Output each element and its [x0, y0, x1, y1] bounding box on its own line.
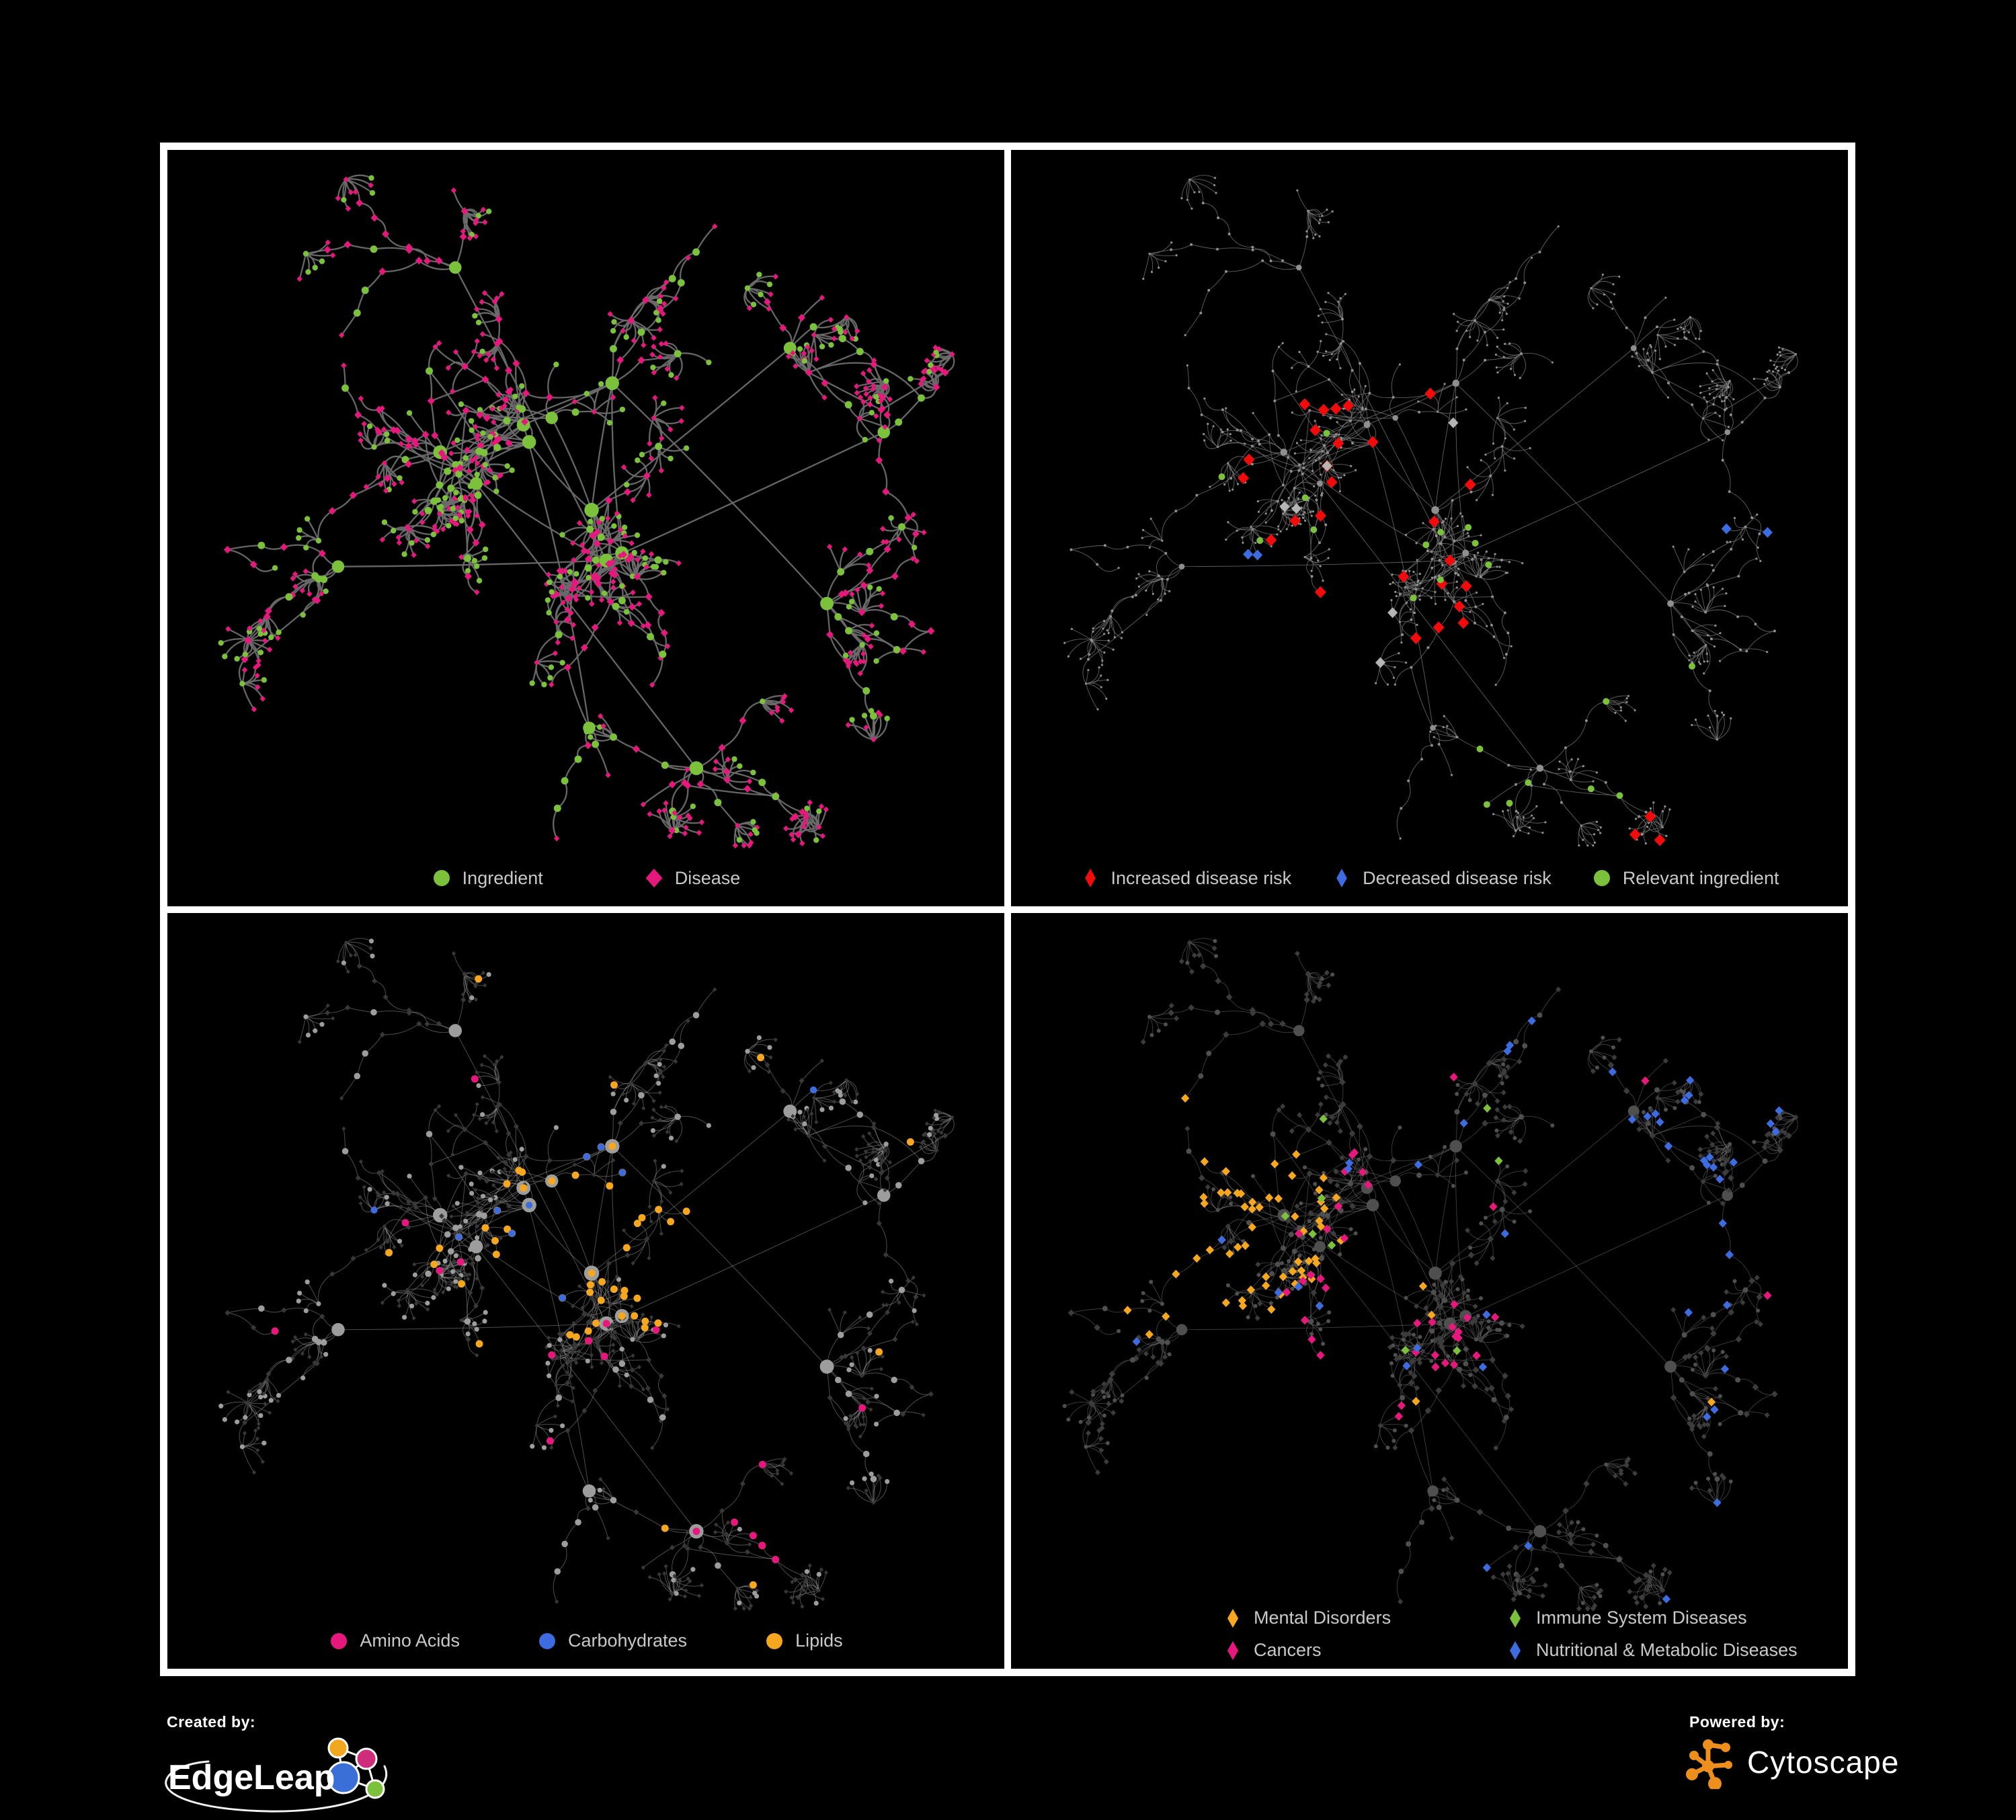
panel-disease-risk: Increased disease risk Decreased disease …: [1011, 150, 1848, 906]
legend-item-nutritional-metabolic-diseases: Nutritional & Metabolic Diseases: [1505, 1640, 1798, 1661]
panel-disease-classes: Mental Disorders Immune System Diseases Ca…: [1011, 912, 1848, 1669]
nutrient-class-network-graph: [218, 937, 955, 1611]
legend-nutrient-classes: Amino Acids Carbohydrates Lipids: [167, 1630, 1004, 1651]
legend-label: Decreased disease risk: [1363, 867, 1551, 888]
circle-marker-icon: [1593, 870, 1610, 886]
legend-label: Lipids: [795, 1630, 843, 1651]
circle-marker-icon: [331, 1632, 348, 1649]
legend-label: Increased disease risk: [1111, 867, 1292, 888]
edgeleap-node-green: [365, 1779, 385, 1799]
legend-item-mental-disorders: Mental Disorders: [1223, 1608, 1505, 1628]
disease-risk-network-graph: [1063, 175, 1798, 847]
cytoscape-wordmark: Cytoscape: [1747, 1745, 1900, 1780]
figure-grid: Ingredient Disease Increased disease risk…: [160, 143, 1855, 1676]
diamond-marker-icon: [1227, 1640, 1239, 1660]
legend-label: Relevant ingredient: [1622, 867, 1779, 888]
created-by-label: Created by:: [167, 1713, 256, 1731]
edgeleap-logo: EdgeLeap: [165, 1737, 387, 1813]
circle-marker-icon: [433, 870, 450, 886]
disease-class-network-graph: [1062, 937, 1799, 1612]
legend-item-immune-system-diseases: Immune System Diseases: [1505, 1608, 1798, 1628]
panel-ingredient-disease: Ingredient Disease: [167, 150, 1004, 906]
ingredient-disease-network-graph: [218, 174, 955, 848]
legend-disease-risk: Increased disease risk Decreased disease …: [1011, 868, 1848, 889]
powered-by-block: Powered by: Cytoscape: [1684, 1713, 1899, 1789]
cytoscape-logo: [1686, 1739, 1732, 1789]
legend-label: Ingredient: [462, 867, 543, 888]
legend-item-cancers: Cancers: [1223, 1640, 1505, 1661]
legend-item-decreased-disease-risk: Decreased disease risk: [1332, 868, 1551, 889]
legend-item-disease: Disease: [644, 867, 741, 889]
edgeleap-node-magenta: [355, 1747, 378, 1770]
edgeleap-node-orange: [327, 1737, 349, 1759]
legend-label: Carbohydrates: [567, 1630, 688, 1651]
panel-nutrient-classes: Amino Acids Carbohydrates Lipids: [167, 912, 1004, 1669]
circle-marker-icon: [538, 1632, 555, 1649]
circle-marker-icon: [766, 1632, 783, 1649]
diamond-marker-icon: [1509, 1608, 1521, 1628]
legend-disease-classes: Mental Disorders Immune System Diseases Ca…: [1223, 1608, 1798, 1661]
powered-by-label: Powered by:: [1689, 1713, 1785, 1731]
edgeleap-swoosh: [165, 1760, 387, 1813]
legend-label: Amino Acids: [360, 1630, 460, 1651]
legend-ingredient-disease: Ingredient Disease: [167, 868, 1004, 889]
legend-label: Nutritional & Metabolic Diseases: [1536, 1640, 1798, 1660]
legend-item-amino-acids: Amino Acids: [329, 1630, 460, 1651]
created-by-block: Created by: EdgeLeap: [161, 1713, 403, 1819]
diamond-marker-icon: [1227, 1608, 1239, 1628]
legend-item-increased-disease-risk: Increased disease risk: [1080, 867, 1292, 889]
edgeleap-node-blue: [327, 1761, 360, 1794]
diamond-marker-icon: [645, 869, 663, 887]
legend-item-ingredient: Ingredient: [432, 868, 543, 889]
diamond-marker-icon: [1509, 1640, 1521, 1660]
legend-label: Cancers: [1254, 1640, 1322, 1660]
diamond-marker-icon: [1336, 869, 1347, 887]
legend-item-carbohydrates: Carbohydrates: [537, 1630, 687, 1651]
legend-item-lipids: Lipids: [764, 1630, 843, 1651]
diamond-marker-icon: [1084, 869, 1096, 887]
edgeleap-wordmark: EdgeLeap: [168, 1758, 335, 1797]
legend-label: Immune System Diseases: [1536, 1608, 1747, 1628]
legend-item-relevant-ingredient: Relevant ingredient: [1592, 868, 1779, 889]
legend-label: Disease: [674, 867, 741, 888]
legend-label: Mental Disorders: [1254, 1608, 1392, 1628]
